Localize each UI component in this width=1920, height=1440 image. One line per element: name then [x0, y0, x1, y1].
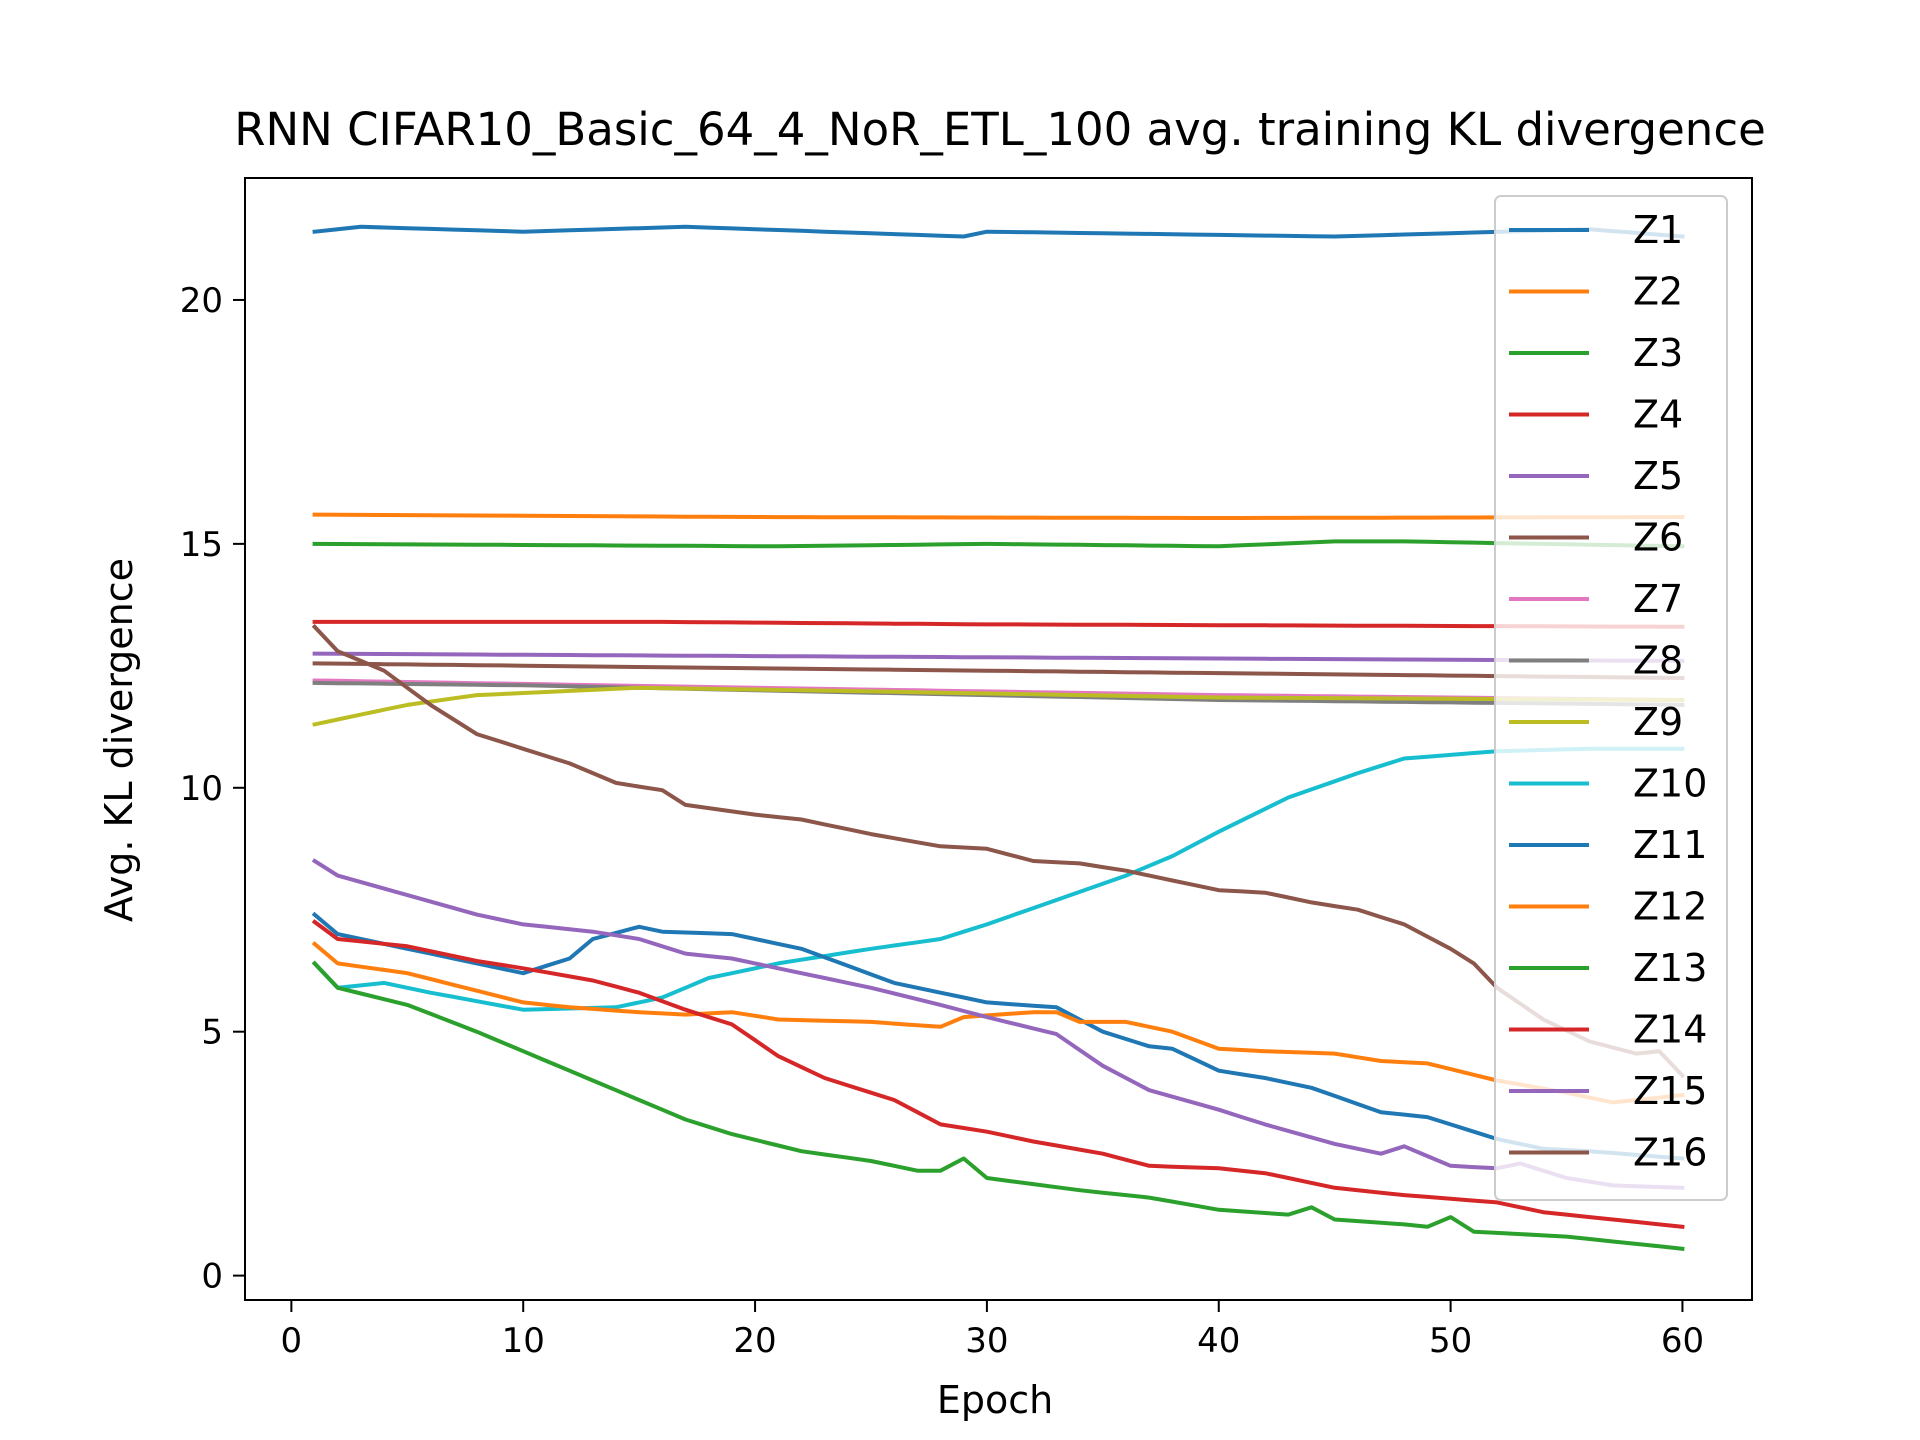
legend-label-z14: Z14 — [1633, 1008, 1707, 1052]
chart-title: RNN CIFAR10_Basic_64_4_NoR_ETL_100 avg. … — [234, 103, 1766, 156]
x-tick-label-50: 50 — [1429, 1321, 1472, 1361]
legend-label-z2: Z2 — [1633, 270, 1683, 314]
x-tick-label-0: 0 — [281, 1321, 303, 1361]
series-line-z6 — [312, 661, 1685, 681]
legend: Z1 Z2 Z3 Z4 Z5 Z6 Z7 Z8 Z9 Z10 Z11 Z12 Z13 Z14 Z15 Z16 — [1494, 195, 1728, 1201]
y-tick-label-10: 10 — [180, 769, 223, 809]
x-axis-label: Epoch — [937, 1378, 1053, 1422]
y-tick-label-5: 5 — [201, 1013, 223, 1053]
y-tick-label-20: 20 — [180, 281, 223, 321]
legend-label-z7: Z7 — [1633, 577, 1683, 621]
series-line-z11 — [311, 911, 1685, 1161]
series-line-z4 — [312, 619, 1685, 629]
series-line-z5 — [312, 651, 1685, 663]
legend-label-z6: Z6 — [1633, 516, 1683, 560]
x-tick-label-10: 10 — [502, 1321, 545, 1361]
series-line-z13 — [311, 960, 1685, 1252]
legend-box — [1494, 195, 1728, 1201]
y-axis-label: Avg. KL divergence — [97, 558, 141, 922]
x-tick-label-60: 60 — [1661, 1321, 1704, 1361]
legend-label-z15: Z15 — [1633, 1069, 1707, 1113]
series-line-z16 — [311, 623, 1686, 1079]
legend-label-z4: Z4 — [1633, 393, 1683, 437]
legend-label-z8: Z8 — [1633, 639, 1683, 683]
series-line-z10 — [311, 746, 1685, 1012]
legend-label-z3: Z3 — [1633, 331, 1683, 375]
legend-label-z1: Z1 — [1633, 208, 1683, 252]
x-tick-label-40: 40 — [1197, 1321, 1240, 1361]
series-lines — [311, 224, 1686, 1252]
legend-label-z10: Z10 — [1633, 762, 1707, 806]
series-line-z12 — [311, 941, 1685, 1105]
plot-frame — [244, 177, 1753, 1301]
legend-label-z9: Z9 — [1633, 700, 1683, 744]
series-line-z3 — [312, 539, 1685, 549]
legend-label-z16: Z16 — [1633, 1131, 1707, 1175]
legend-label-z13: Z13 — [1633, 946, 1707, 990]
series-line-z9 — [312, 685, 1685, 727]
series-line-z1 — [312, 224, 1685, 239]
series-line-z2 — [312, 512, 1685, 520]
y-tick-label-15: 15 — [180, 525, 223, 565]
x-tick-label-20: 20 — [733, 1321, 776, 1361]
legend-label-z5: Z5 — [1633, 454, 1683, 498]
series-line-z14 — [311, 919, 1685, 1229]
series-line-z15 — [311, 858, 1685, 1190]
x-tick-label-30: 30 — [965, 1321, 1008, 1361]
y-tick-label-0: 0 — [201, 1257, 223, 1297]
legend-label-z11: Z11 — [1633, 823, 1707, 867]
legend-label-z12: Z12 — [1633, 885, 1707, 929]
plot-area: 0 10 20 30 40 50 60 0 5 10 15 20 — [180, 177, 1753, 1361]
